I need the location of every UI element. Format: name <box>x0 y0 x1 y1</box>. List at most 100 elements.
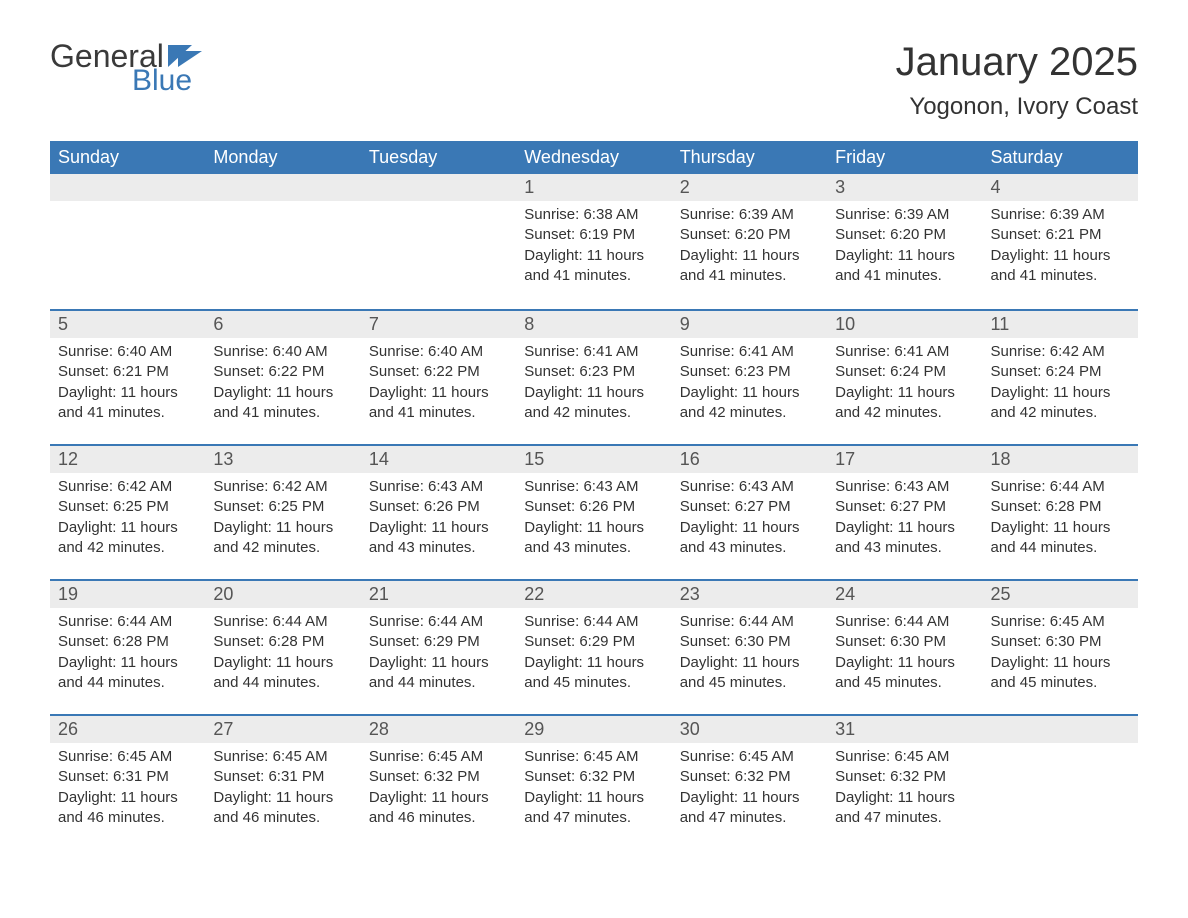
sunset-value: 6:21 PM <box>1046 226 1102 243</box>
day-cell: 11Sunrise: 6:42 AMSunset: 6:24 PMDayligh… <box>983 311 1138 444</box>
sunset-value: 6:32 PM <box>579 768 635 785</box>
week-row: 12Sunrise: 6:42 AMSunset: 6:25 PMDayligh… <box>50 444 1138 579</box>
day-details: Sunrise: 6:45 AMSunset: 6:31 PMDaylight:… <box>50 743 205 840</box>
day-details: Sunrise: 6:42 AMSunset: 6:25 PMDaylight:… <box>50 473 205 570</box>
day-cell <box>205 174 360 309</box>
sunrise-label: Sunrise: <box>835 748 890 765</box>
sunset-line: Sunset: 6:30 PM <box>835 632 974 652</box>
sunrise-value: 6:45 AM <box>739 748 794 765</box>
sunset-value: 6:20 PM <box>735 226 791 243</box>
sunrise-line: Sunrise: 6:40 AM <box>213 342 352 362</box>
daylight-line: Daylight: 11 hours and 41 minutes. <box>524 246 663 287</box>
day-details: Sunrise: 6:44 AMSunset: 6:28 PMDaylight:… <box>983 473 1138 570</box>
sunset-line: Sunset: 6:21 PM <box>58 362 197 382</box>
day-details: Sunrise: 6:42 AMSunset: 6:25 PMDaylight:… <box>205 473 360 570</box>
day-details: Sunrise: 6:43 AMSunset: 6:26 PMDaylight:… <box>361 473 516 570</box>
weekday-header: Sunday <box>50 141 205 174</box>
day-cell: 4Sunrise: 6:39 AMSunset: 6:21 PMDaylight… <box>983 174 1138 309</box>
daylight-label: Daylight: <box>58 654 116 671</box>
sunrise-label: Sunrise: <box>58 613 113 630</box>
daylight-line: Daylight: 11 hours and 42 minutes. <box>680 383 819 424</box>
day-details: Sunrise: 6:44 AMSunset: 6:29 PMDaylight:… <box>516 608 671 705</box>
sunset-line: Sunset: 6:19 PM <box>524 225 663 245</box>
sunrise-value: 6:41 AM <box>739 343 794 360</box>
day-number: 3 <box>827 174 982 201</box>
sunset-label: Sunset: <box>991 226 1042 243</box>
sunset-label: Sunset: <box>680 226 731 243</box>
sunset-line: Sunset: 6:27 PM <box>680 497 819 517</box>
sunrise-line: Sunrise: 6:41 AM <box>524 342 663 362</box>
sunset-line: Sunset: 6:24 PM <box>991 362 1130 382</box>
sunrise-label: Sunrise: <box>213 478 268 495</box>
daylight-line: Daylight: 11 hours and 47 minutes. <box>680 788 819 829</box>
sunrise-line: Sunrise: 6:39 AM <box>991 205 1130 225</box>
daylight-label: Daylight: <box>680 519 738 536</box>
day-number: 12 <box>50 446 205 473</box>
sunset-value: 6:30 PM <box>735 633 791 650</box>
daylight-line: Daylight: 11 hours and 45 minutes. <box>680 653 819 694</box>
sunrise-line: Sunrise: 6:43 AM <box>524 477 663 497</box>
sunset-label: Sunset: <box>524 363 575 380</box>
sunrise-value: 6:44 AM <box>894 613 949 630</box>
day-cell <box>983 716 1138 849</box>
sunrise-value: 6:45 AM <box>583 748 638 765</box>
sunrise-line: Sunrise: 6:45 AM <box>835 747 974 767</box>
sunrise-label: Sunrise: <box>991 206 1046 223</box>
daylight-line: Daylight: 11 hours and 45 minutes. <box>991 653 1130 694</box>
daylight-label: Daylight: <box>835 789 893 806</box>
sunrise-value: 6:40 AM <box>273 343 328 360</box>
sunrise-value: 6:44 AM <box>273 613 328 630</box>
sunrise-label: Sunrise: <box>835 613 890 630</box>
sunset-value: 6:24 PM <box>890 363 946 380</box>
daylight-label: Daylight: <box>524 519 582 536</box>
sunrise-line: Sunrise: 6:39 AM <box>835 205 974 225</box>
sunset-label: Sunset: <box>213 768 264 785</box>
day-cell: 10Sunrise: 6:41 AMSunset: 6:24 PMDayligh… <box>827 311 982 444</box>
sunrise-value: 6:45 AM <box>894 748 949 765</box>
day-number: 18 <box>983 446 1138 473</box>
sunset-value: 6:22 PM <box>268 363 324 380</box>
sunset-line: Sunset: 6:25 PM <box>58 497 197 517</box>
logo: General Blue <box>50 40 202 96</box>
day-details: Sunrise: 6:44 AMSunset: 6:28 PMDaylight:… <box>205 608 360 705</box>
sunrise-line: Sunrise: 6:40 AM <box>58 342 197 362</box>
sunset-label: Sunset: <box>680 498 731 515</box>
day-details: Sunrise: 6:45 AMSunset: 6:32 PMDaylight:… <box>516 743 671 840</box>
weekday-header: Wednesday <box>516 141 671 174</box>
day-details: Sunrise: 6:45 AMSunset: 6:32 PMDaylight:… <box>827 743 982 840</box>
day-number: 7 <box>361 311 516 338</box>
header-bar: General Blue January 2025 Yogonon, Ivory… <box>50 40 1138 121</box>
day-number: 20 <box>205 581 360 608</box>
daylight-line: Daylight: 11 hours and 41 minutes. <box>835 246 974 287</box>
day-number: 24 <box>827 581 982 608</box>
day-number: 15 <box>516 446 671 473</box>
sunrise-label: Sunrise: <box>680 613 735 630</box>
daylight-line: Daylight: 11 hours and 44 minutes. <box>991 518 1130 559</box>
day-details: Sunrise: 6:44 AMSunset: 6:30 PMDaylight:… <box>672 608 827 705</box>
week-row: 5Sunrise: 6:40 AMSunset: 6:21 PMDaylight… <box>50 309 1138 444</box>
sunrise-line: Sunrise: 6:44 AM <box>213 612 352 632</box>
daylight-label: Daylight: <box>58 519 116 536</box>
sunset-line: Sunset: 6:27 PM <box>835 497 974 517</box>
day-details: Sunrise: 6:40 AMSunset: 6:21 PMDaylight:… <box>50 338 205 435</box>
sunrise-value: 6:44 AM <box>1050 478 1105 495</box>
month-title: January 2025 <box>896 40 1138 85</box>
sunrise-line: Sunrise: 6:45 AM <box>58 747 197 767</box>
day-number: 8 <box>516 311 671 338</box>
calendar: SundayMondayTuesdayWednesdayThursdayFrid… <box>50 141 1138 849</box>
daylight-line: Daylight: 11 hours and 44 minutes. <box>213 653 352 694</box>
sunrise-value: 6:42 AM <box>117 478 172 495</box>
day-number: 9 <box>672 311 827 338</box>
daylight-line: Daylight: 11 hours and 41 minutes. <box>680 246 819 287</box>
sunrise-label: Sunrise: <box>369 343 424 360</box>
sunrise-label: Sunrise: <box>835 343 890 360</box>
day-cell: 28Sunrise: 6:45 AMSunset: 6:32 PMDayligh… <box>361 716 516 849</box>
daylight-label: Daylight: <box>524 654 582 671</box>
sunrise-value: 6:43 AM <box>583 478 638 495</box>
sunrise-value: 6:38 AM <box>583 206 638 223</box>
day-details: Sunrise: 6:41 AMSunset: 6:23 PMDaylight:… <box>516 338 671 435</box>
sunset-label: Sunset: <box>213 363 264 380</box>
sunset-label: Sunset: <box>835 768 886 785</box>
daylight-line: Daylight: 11 hours and 41 minutes. <box>213 383 352 424</box>
sunset-line: Sunset: 6:20 PM <box>835 225 974 245</box>
